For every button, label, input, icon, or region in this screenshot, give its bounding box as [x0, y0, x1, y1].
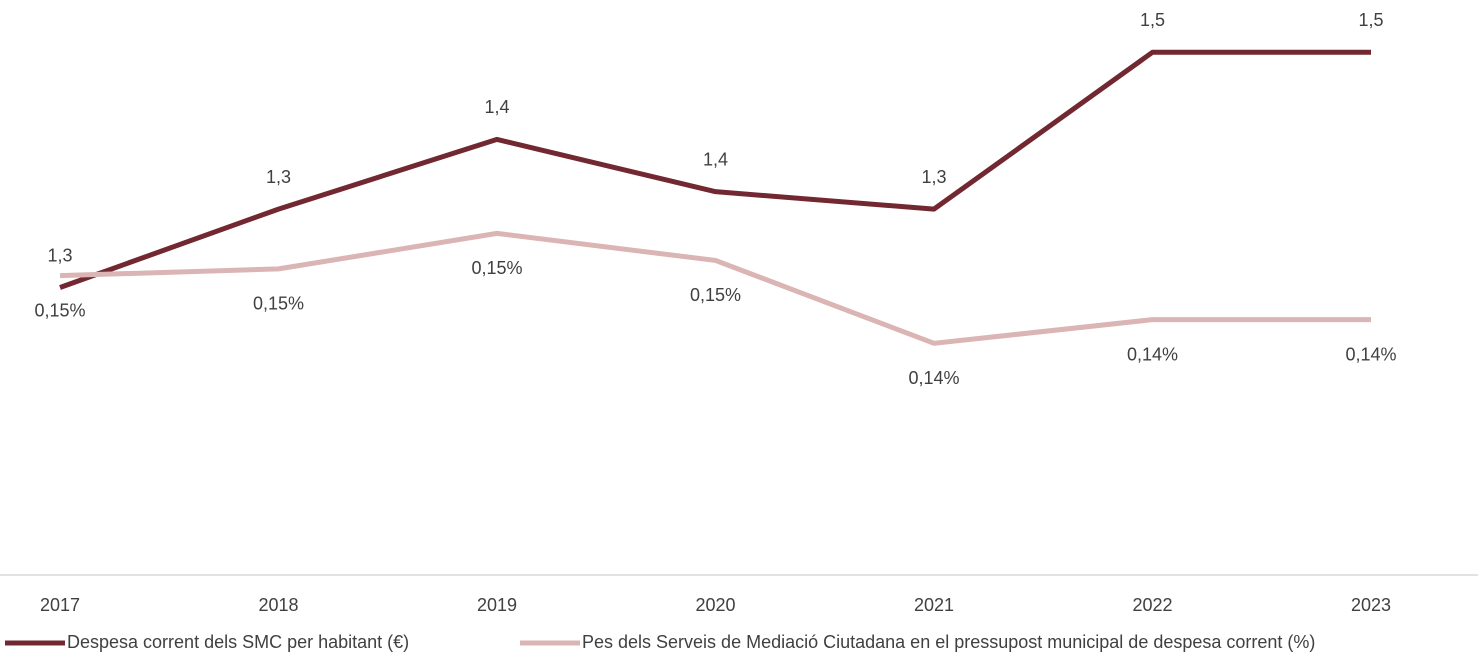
- line: [59, 49, 1371, 290]
- data-label: 0,15%: [253, 294, 304, 314]
- data-label: 0,14%: [908, 368, 959, 388]
- data-label: 0,15%: [690, 285, 741, 305]
- x-tick-label: 2022: [1132, 595, 1172, 615]
- line: [59, 230, 1371, 346]
- data-label: 0,15%: [471, 258, 522, 278]
- data-label: 1,3: [47, 245, 72, 265]
- data-label: 1,5: [1358, 10, 1383, 30]
- x-tick-label: 2017: [40, 595, 80, 615]
- data-label: 1,4: [484, 97, 509, 117]
- x-tick-label: 2021: [914, 595, 954, 615]
- x-tick-label: 2020: [695, 595, 735, 615]
- legend-label: Pes dels Serveis de Mediació Ciutadana e…: [582, 632, 1315, 652]
- data-label: 1,3: [266, 167, 291, 187]
- data-label: 0,14%: [1345, 344, 1396, 364]
- data-label: 0,14%: [1127, 344, 1178, 364]
- data-label: 0,15%: [34, 300, 85, 320]
- data-label: 1,5: [1140, 10, 1165, 30]
- data-label: 1,4: [703, 149, 728, 169]
- legend-label: Despesa corrent dels SMC per habitant (€…: [67, 632, 409, 652]
- x-tick-label: 2023: [1351, 595, 1391, 615]
- x-tick-label: 2018: [258, 595, 298, 615]
- data-label: 1,3: [921, 167, 946, 187]
- x-tick-label: 2019: [477, 595, 517, 615]
